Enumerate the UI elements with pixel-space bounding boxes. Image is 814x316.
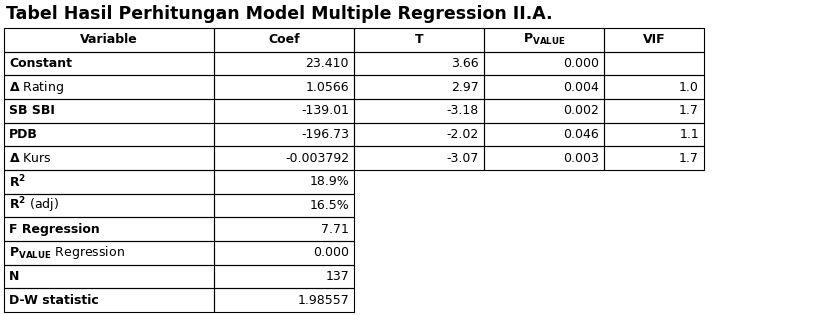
Text: $\mathbf{R^2}$: $\mathbf{R^2}$ [9, 173, 26, 190]
Text: 1.98557: 1.98557 [297, 294, 349, 307]
Text: $\mathbf{R^2}$ (adj): $\mathbf{R^2}$ (adj) [9, 196, 59, 215]
Text: 18.9%: 18.9% [309, 175, 349, 188]
Text: F Regression: F Regression [9, 223, 100, 236]
Bar [4, 146, 214, 170]
Bar [4, 52, 214, 75]
Bar [214, 170, 354, 194]
Bar [4, 241, 214, 265]
Text: $\mathbf{P_{VALUE}}$: $\mathbf{P_{VALUE}}$ [523, 32, 566, 47]
Text: VIF: VIF [643, 33, 665, 46]
Text: 0.046: 0.046 [563, 128, 599, 141]
Text: -139.01: -139.01 [301, 104, 349, 117]
Bar [354, 52, 484, 75]
Bar [484, 28, 604, 52]
Text: -0.003792: -0.003792 [285, 152, 349, 165]
Text: SB SBI: SB SBI [9, 104, 55, 117]
Bar [604, 146, 704, 170]
Text: $\mathbf{\Delta}$ Kurs: $\mathbf{\Delta}$ Kurs [9, 152, 52, 165]
Bar [484, 75, 604, 99]
Text: N: N [9, 270, 20, 283]
Text: Variable: Variable [80, 33, 138, 46]
Text: -3.18: -3.18 [447, 104, 479, 117]
Bar [4, 28, 214, 52]
Bar [604, 99, 704, 123]
Bar [354, 75, 484, 99]
Text: 0.003: 0.003 [563, 152, 599, 165]
Text: 0.002: 0.002 [563, 104, 599, 117]
Text: Constant: Constant [9, 57, 72, 70]
Bar [4, 99, 214, 123]
Text: -2.02: -2.02 [447, 128, 479, 141]
Bar [484, 123, 604, 146]
Text: -3.07: -3.07 [447, 152, 479, 165]
Text: 1.0: 1.0 [679, 81, 699, 94]
Bar [214, 288, 354, 312]
Bar [354, 99, 484, 123]
Bar [484, 99, 604, 123]
Text: Coef: Coef [268, 33, 300, 46]
Text: 2.97: 2.97 [451, 81, 479, 94]
Text: 1.1: 1.1 [679, 128, 699, 141]
Text: -196.73: -196.73 [301, 128, 349, 141]
Bar [214, 123, 354, 146]
Text: D-W statistic: D-W statistic [9, 294, 98, 307]
Bar [604, 52, 704, 75]
Text: 1.7: 1.7 [679, 104, 699, 117]
Bar [214, 75, 354, 99]
Text: 0.004: 0.004 [563, 81, 599, 94]
Text: 23.410: 23.410 [305, 57, 349, 70]
Bar [354, 28, 484, 52]
Text: 3.66: 3.66 [452, 57, 479, 70]
Text: 0.000: 0.000 [563, 57, 599, 70]
Text: T: T [414, 33, 423, 46]
Text: 16.5%: 16.5% [309, 199, 349, 212]
Text: $\mathbf{\Delta}$ Rating: $\mathbf{\Delta}$ Rating [9, 79, 64, 96]
Bar [4, 217, 214, 241]
Bar [4, 170, 214, 194]
Bar [214, 265, 354, 288]
Bar [484, 52, 604, 75]
Bar [4, 75, 214, 99]
Bar [214, 146, 354, 170]
Text: Tabel Hasil Perhitungan Model Multiple Regression II.A.: Tabel Hasil Perhitungan Model Multiple R… [6, 5, 553, 23]
Bar [354, 123, 484, 146]
Bar [4, 288, 214, 312]
Bar [4, 265, 214, 288]
Bar [4, 194, 214, 217]
Bar [214, 194, 354, 217]
Bar [354, 146, 484, 170]
Bar [214, 99, 354, 123]
Bar [214, 241, 354, 265]
Text: 137: 137 [326, 270, 349, 283]
Bar [214, 28, 354, 52]
Text: 1.7: 1.7 [679, 152, 699, 165]
Text: 0.000: 0.000 [313, 246, 349, 259]
Text: 7.71: 7.71 [322, 223, 349, 236]
Text: 1.0566: 1.0566 [305, 81, 349, 94]
Bar [484, 146, 604, 170]
Text: PDB: PDB [9, 128, 38, 141]
Bar [214, 52, 354, 75]
Bar [214, 217, 354, 241]
Bar [604, 123, 704, 146]
Bar [604, 75, 704, 99]
Bar [4, 123, 214, 146]
Text: $\mathbf{P_{VALUE}}$ Regression: $\mathbf{P_{VALUE}}$ Regression [9, 244, 125, 261]
Bar [604, 28, 704, 52]
